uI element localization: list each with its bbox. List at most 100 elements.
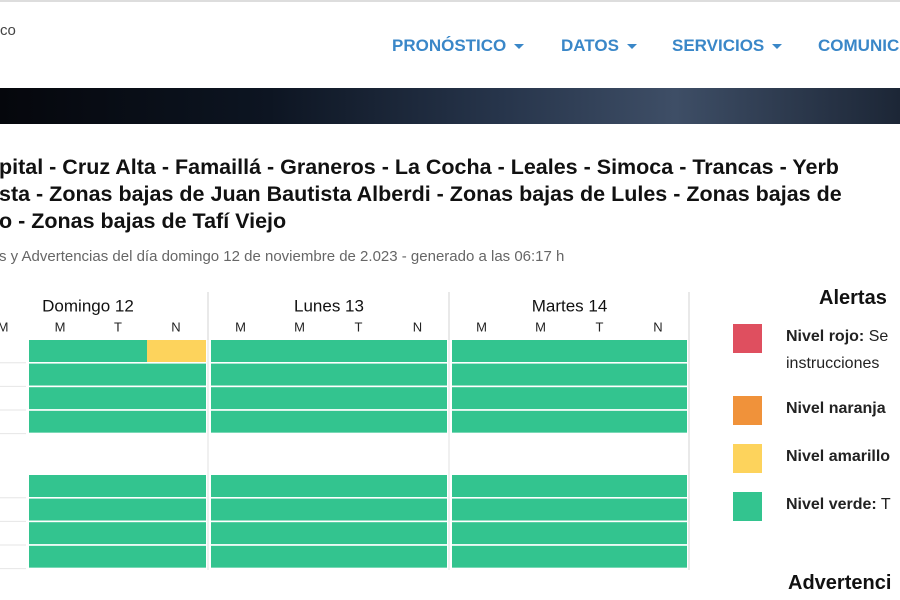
alert-cell [388, 475, 447, 497]
period-label: M [55, 319, 66, 334]
alert-cell [88, 475, 147, 497]
alert-cell [270, 340, 329, 362]
day-label: Domingo 12 [42, 296, 134, 315]
alert-cell [270, 410, 329, 433]
alert-cell [388, 410, 447, 433]
alert-cell [147, 475, 206, 497]
alert-cell [629, 522, 687, 545]
legend-entry: Nivel naranja [786, 400, 886, 418]
nav-label[interactable]: DATOS [561, 36, 619, 55]
alert-cell [452, 340, 511, 362]
alert-cell [211, 363, 270, 386]
legend-label: Nivel rojo: [786, 328, 865, 345]
section-title: Advertenci [788, 572, 892, 594]
alert-cell [629, 545, 687, 568]
alert-cell [570, 545, 629, 568]
legend-text: T [880, 496, 891, 513]
alert-cell [329, 410, 388, 433]
alert-cell [29, 545, 88, 568]
nav-label[interactable]: SERVICIOS [672, 36, 765, 55]
alert-cell [329, 545, 388, 568]
alert-cell [29, 475, 88, 497]
alert-cell [629, 498, 687, 521]
legend-label: Nivel naranja [786, 400, 886, 417]
heading-line: o - Zonas bajas de Tafí Viejo [0, 209, 287, 233]
alert-cell [270, 363, 329, 386]
period-label: M [535, 319, 546, 334]
alert-cell [270, 545, 329, 568]
alert-cell [147, 387, 206, 410]
alert-cell [511, 498, 570, 521]
alert-cell [329, 498, 388, 521]
alert-cell [452, 498, 511, 521]
nav-item[interactable]: SERVICIOS [672, 36, 783, 56]
alert-cell [570, 498, 629, 521]
legend-entry: Nivel verde: T [786, 496, 891, 514]
alert-cell [511, 410, 570, 433]
top-bar [0, 0, 900, 88]
legend-swatch [733, 396, 762, 425]
period-label: M [0, 319, 8, 334]
alert-cell [147, 410, 206, 433]
alert-cell [388, 387, 447, 410]
alert-cell [211, 545, 270, 568]
alert-cell [270, 522, 329, 545]
legend-swatch [733, 492, 762, 521]
alert-cell [147, 545, 206, 568]
alert-cell [29, 387, 88, 410]
alert-cell [29, 340, 88, 362]
alert-cell [147, 522, 206, 545]
alert-cell [388, 545, 447, 568]
subtitle: s y Advertencias del día domingo 12 de n… [0, 248, 565, 265]
alert-cell [570, 340, 629, 362]
alert-cell [211, 340, 270, 362]
alert-cell [570, 410, 629, 433]
alert-cell [211, 475, 270, 497]
alert-cell [88, 387, 147, 410]
period-label: M [294, 319, 305, 334]
alert-cell [570, 363, 629, 386]
day-label: Martes 14 [532, 296, 608, 315]
period-label: N [171, 319, 180, 334]
alert-cell [629, 363, 687, 386]
nav-item[interactable]: PRONÓSTICO [392, 36, 525, 56]
logo[interactable]: co [0, 22, 16, 39]
nav-item[interactable]: COMUNIC [818, 36, 899, 56]
alert-cell [629, 475, 687, 497]
period-label: M [235, 319, 246, 334]
alert-cell [329, 522, 388, 545]
period-label: T [114, 319, 122, 334]
alert-cell [452, 410, 511, 433]
nav-item[interactable]: DATOS [561, 36, 637, 56]
period-label: N [413, 319, 422, 334]
alert-cell [329, 475, 388, 497]
alert-cell [629, 410, 687, 433]
alert-cell [452, 545, 511, 568]
legend-swatch [733, 324, 762, 353]
period-label: N [653, 319, 662, 334]
alert-cell [570, 387, 629, 410]
alert-cell [452, 387, 511, 410]
alert-cell [629, 340, 687, 362]
legend-swatch [733, 444, 762, 473]
alert-cell [270, 475, 329, 497]
alert-cell [88, 498, 147, 521]
banner [0, 88, 900, 124]
legend-label: Nivel amarillo [786, 448, 891, 465]
alert-cell [570, 475, 629, 497]
day-label: Lunes 13 [294, 296, 364, 315]
alert-cell [388, 522, 447, 545]
nav-label[interactable]: COMUNIC [818, 36, 900, 55]
alert-cell [88, 340, 147, 362]
heading-line: sta - Zonas bajas de Juan Bautista Alber… [0, 182, 842, 206]
nav-label[interactable]: PRONÓSTICO [392, 36, 507, 55]
alert-cell [388, 498, 447, 521]
alert-cell [88, 410, 147, 433]
alert-cell [29, 410, 88, 433]
alert-cell [147, 498, 206, 521]
alert-cell [329, 363, 388, 386]
legend-entry: Nivel rojo: Se [786, 328, 888, 346]
alert-cell [629, 387, 687, 410]
legend-entry: Nivel amarillo [786, 448, 890, 466]
